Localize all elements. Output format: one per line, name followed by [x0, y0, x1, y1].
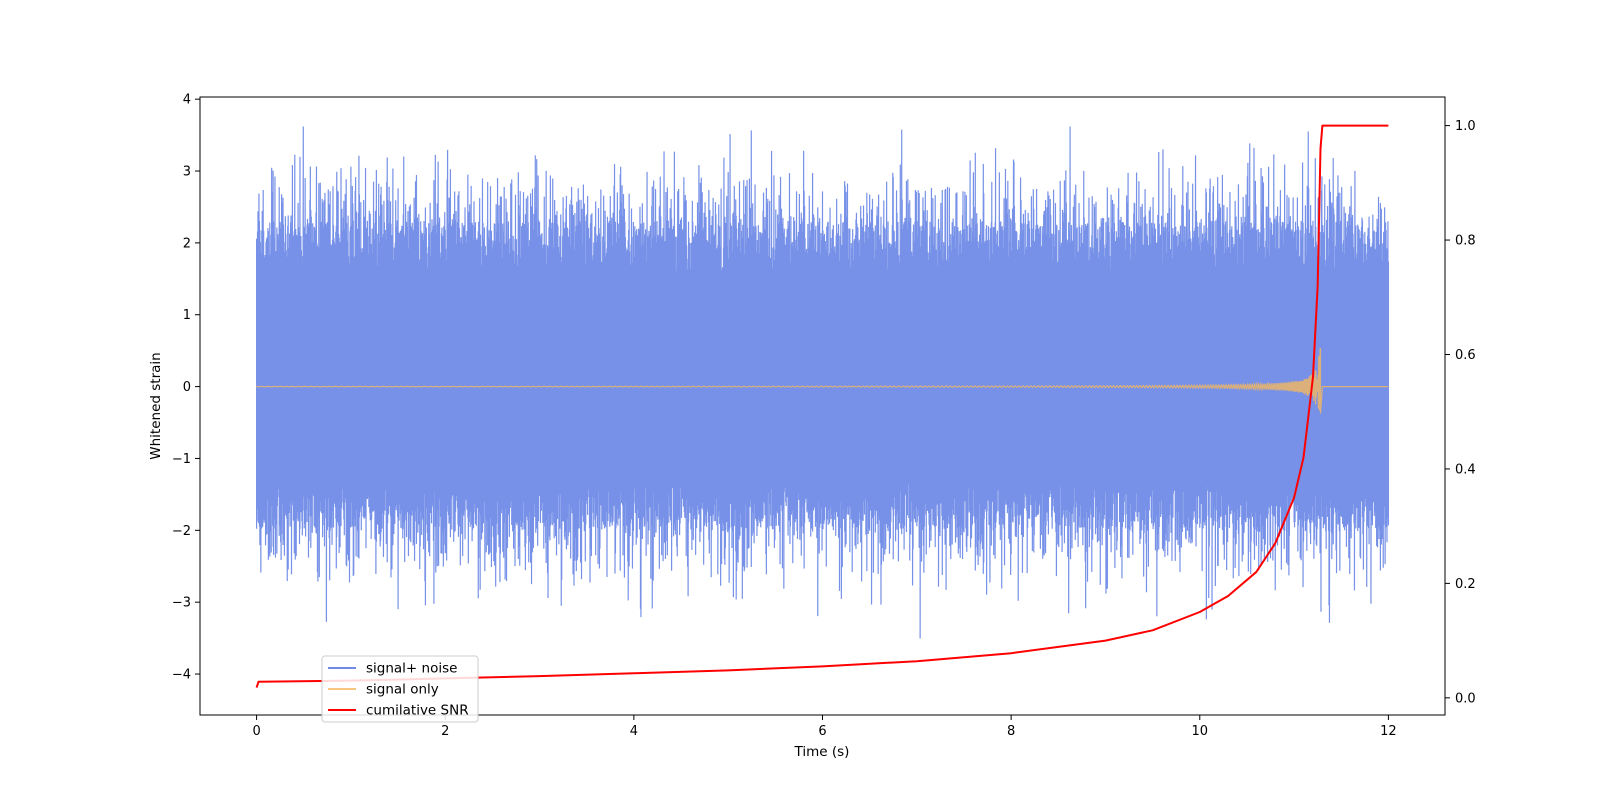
y2-tick-label: 0.2 — [1455, 577, 1476, 592]
y-tick-label: −4 — [172, 668, 191, 683]
plot-area — [255, 124, 1390, 688]
y-tick-label: 4 — [183, 93, 191, 108]
x-tick-label: 4 — [630, 724, 638, 739]
y2-tick-label: 1.0 — [1455, 119, 1476, 134]
y2-tick-label: 0.0 — [1455, 691, 1476, 706]
y-axis-right: 0.0 0.2 0.4 0.6 0.8 1.0 — [1445, 119, 1476, 706]
x-tick-label: 10 — [1191, 724, 1208, 739]
y2-tick-label: 0.4 — [1455, 462, 1476, 477]
line-signal-plus-noise — [255, 126, 1390, 639]
y-tick-label: −3 — [172, 596, 191, 611]
x-tick-label: 12 — [1380, 724, 1397, 739]
x-axis-label: Time (s) — [794, 744, 850, 760]
x-tick-label: 8 — [1007, 724, 1015, 739]
y-tick-label: 1 — [183, 308, 191, 323]
x-tick-label: 0 — [252, 724, 260, 739]
x-axis: 0 2 4 6 8 10 12 — [252, 715, 1397, 739]
line-cumulative-snr — [255, 124, 1389, 688]
y-axis-label: Whitened strain — [148, 352, 164, 459]
legend-label-signal-only: signal only — [366, 682, 439, 698]
y-tick-label: −1 — [172, 452, 191, 467]
legend-label-signal-plus-noise: signal+ noise — [366, 661, 457, 677]
y-tick-label: 2 — [183, 236, 191, 251]
y-tick-label: 3 — [183, 165, 191, 180]
y-tick-label: −2 — [172, 524, 191, 539]
line-signal-only — [255, 348, 1389, 414]
x-tick-label: 6 — [818, 724, 826, 739]
series-signal-only — [255, 348, 1389, 414]
legend-box — [321, 655, 479, 723]
series-signal-plus-noise — [255, 126, 1390, 639]
y2-tick-label: 0.8 — [1455, 234, 1476, 249]
y-tick-label: 0 — [183, 380, 191, 395]
x-tick-label: 2 — [441, 724, 449, 739]
legend-label-cumulative-snr: cumilative SNR — [366, 703, 469, 719]
legend: signal+ noise signal only cumilative SNR — [321, 655, 479, 723]
series-cumulative-snr — [255, 124, 1389, 688]
y-axis-left: −4 −3 −2 −1 0 1 2 3 4 — [172, 93, 200, 683]
y2-tick-label: 0.6 — [1455, 348, 1476, 363]
